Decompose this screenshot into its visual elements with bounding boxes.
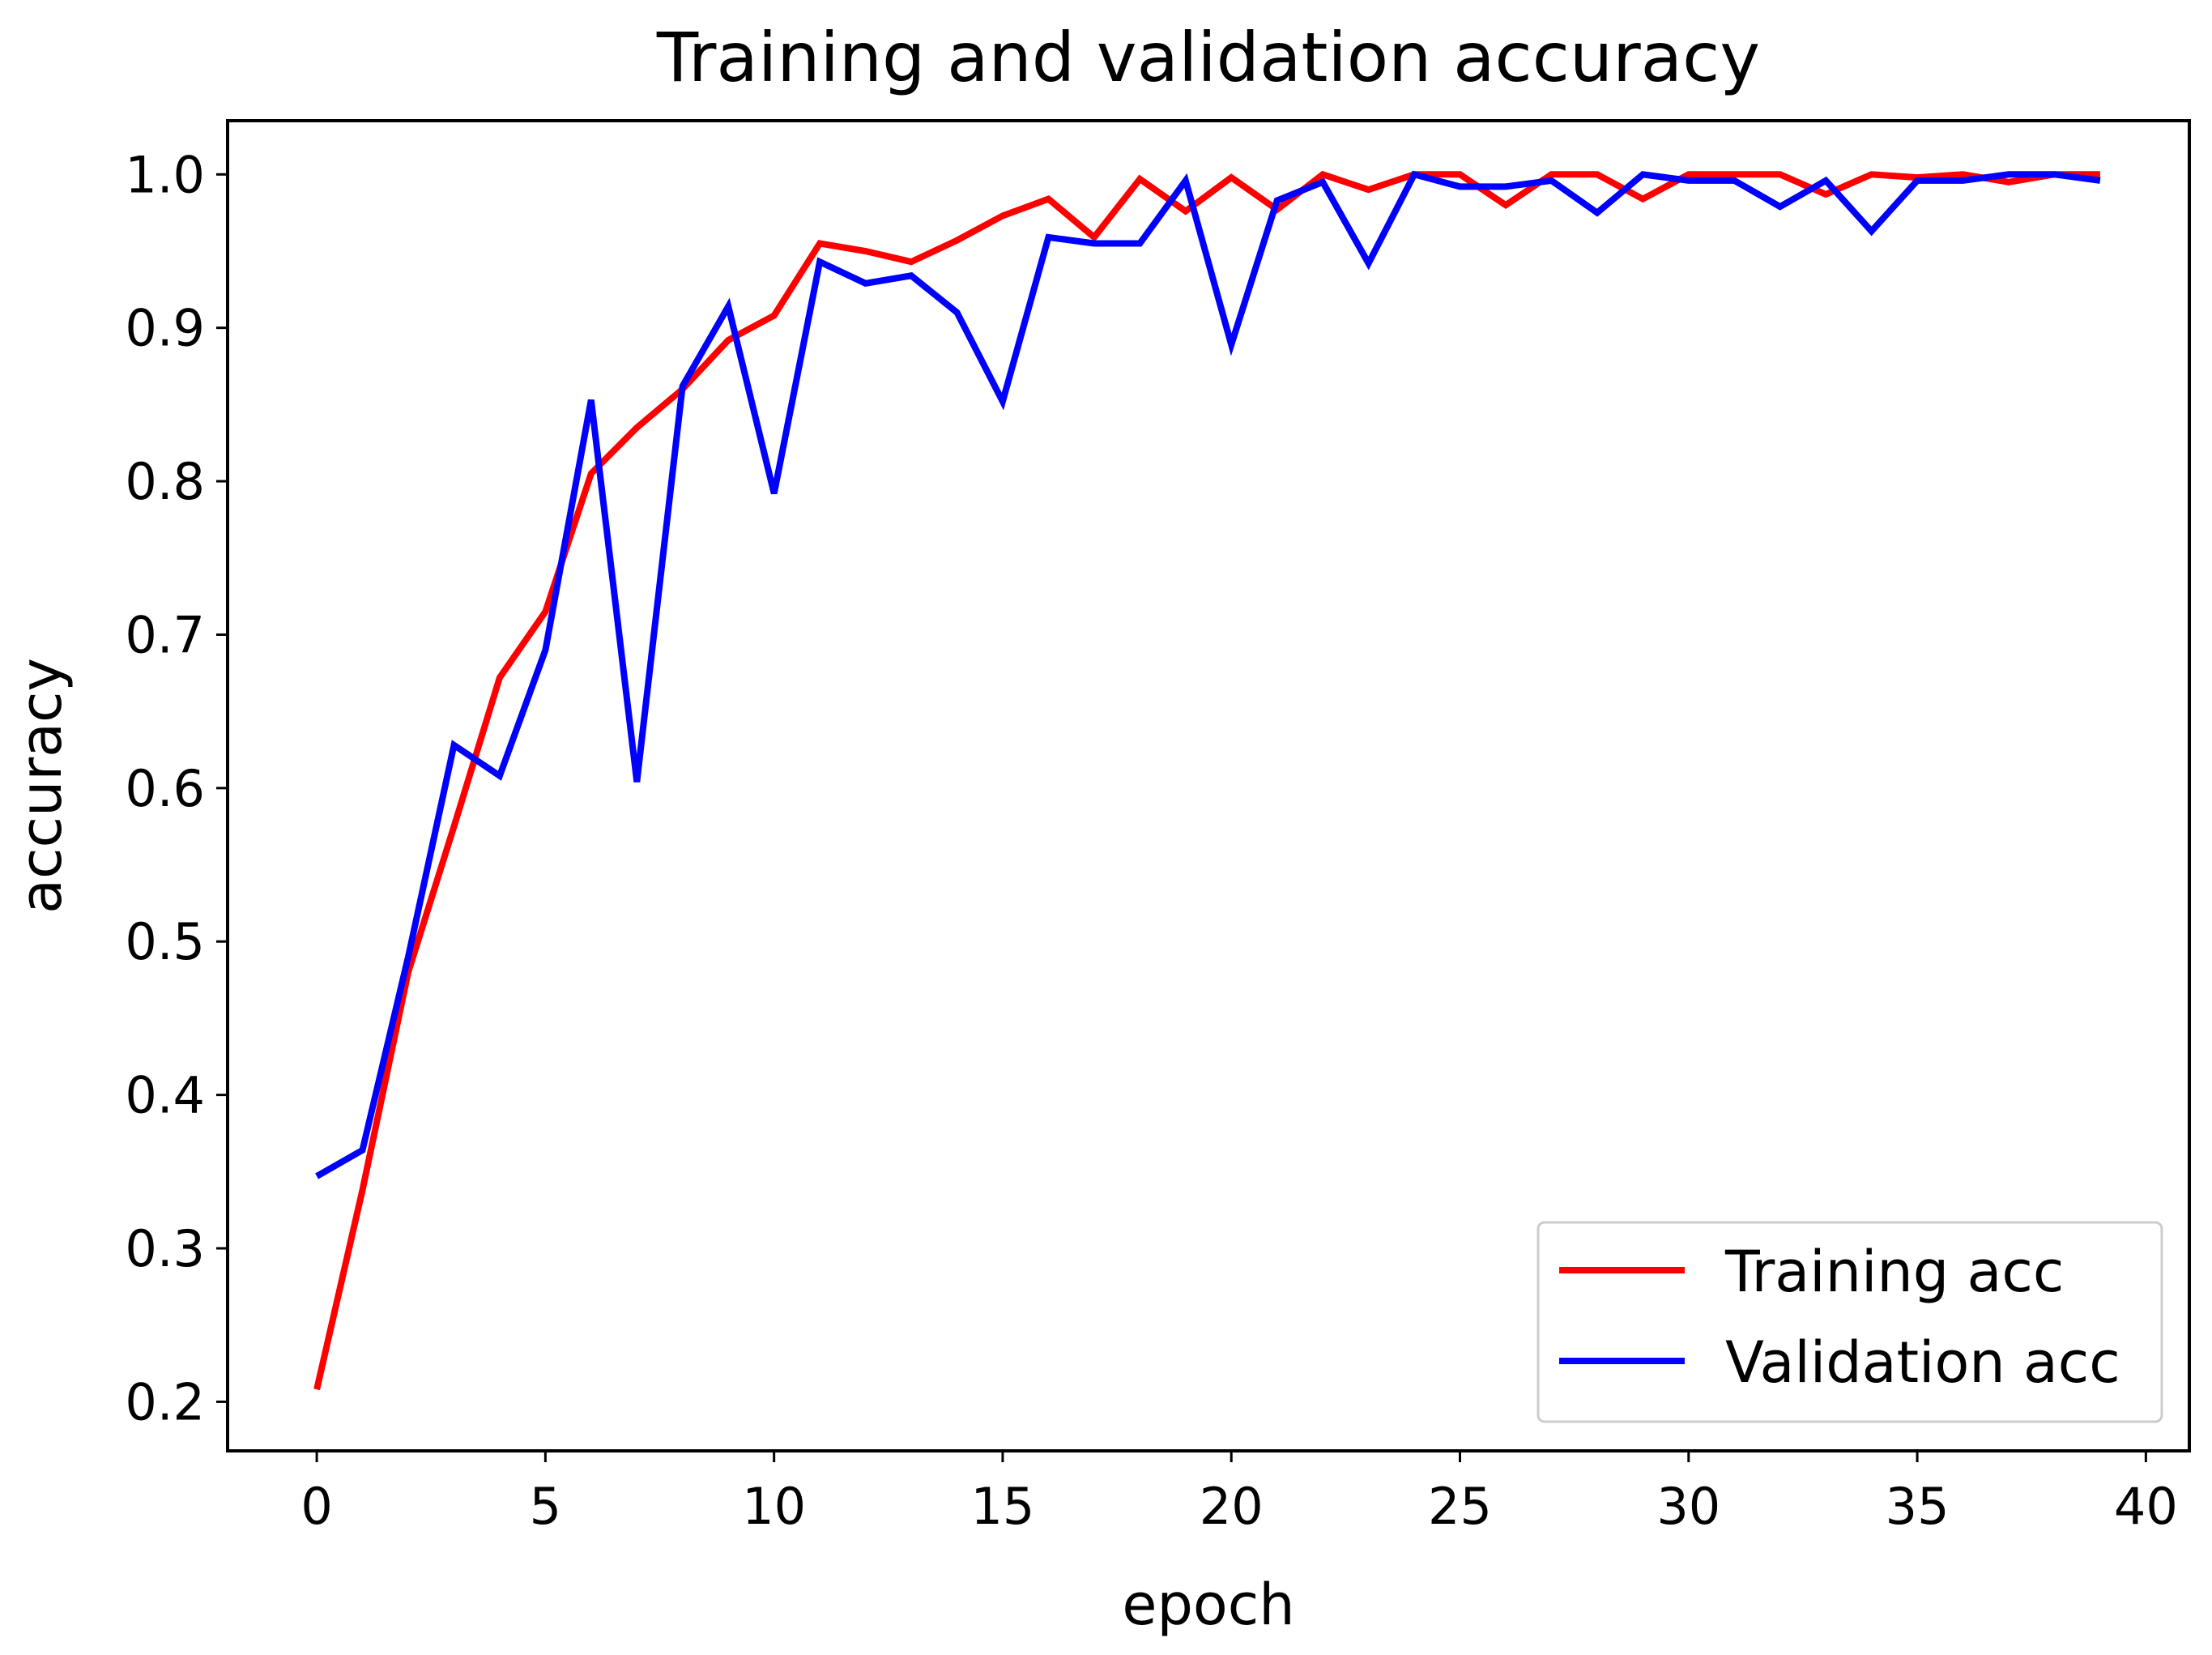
x-tick-label: 10 — [742, 1477, 806, 1536]
x-tick-label: 5 — [530, 1477, 561, 1536]
legend: Training acc Validation acc — [1536, 1221, 2163, 1423]
x-axis-label: epoch — [1122, 1572, 1294, 1638]
x-axis-ticks: 0 5 10 15 20 25 30 35 40 — [300, 1451, 2178, 1536]
x-tick-label: 15 — [970, 1477, 1034, 1536]
legend-box — [1536, 1221, 2163, 1423]
y-tick-label: 0.8 — [125, 452, 205, 511]
y-tick-label: 0.4 — [125, 1066, 205, 1125]
legend-label-validation-acc: Validation acc — [1725, 1329, 2120, 1396]
y-tick-label: 1.0 — [125, 145, 205, 204]
chart-title: Training and validation accuracy — [656, 18, 1760, 97]
y-tick-label: 0.2 — [125, 1372, 205, 1431]
y-tick-label: 0.5 — [125, 912, 205, 971]
y-axis-ticks: 0.2 0.3 0.4 0.5 0.6 0.7 0.8 0.9 1.0 — [125, 145, 228, 1431]
legend-label-training-acc: Training acc — [1724, 1239, 2064, 1305]
plot-frame — [226, 119, 2191, 1452]
y-axis-label: accuracy — [8, 658, 75, 914]
x-tick-label: 20 — [1200, 1477, 1264, 1536]
y-tick-label: 0.3 — [125, 1219, 205, 1278]
y-tick-label: 0.9 — [125, 299, 205, 358]
y-tick-label: 0.6 — [125, 759, 205, 818]
series-layer — [313, 170, 2101, 1391]
x-tick-label: 35 — [1886, 1477, 1950, 1536]
series-line-validation-acc — [315, 170, 2101, 1179]
x-tick-label: 40 — [2114, 1477, 2178, 1536]
series-line-training-acc — [313, 170, 2100, 1391]
x-tick-label: 0 — [300, 1477, 332, 1536]
x-tick-label: 30 — [1656, 1477, 1720, 1536]
x-tick-label: 25 — [1428, 1477, 1492, 1536]
y-tick-label: 0.7 — [125, 605, 205, 664]
